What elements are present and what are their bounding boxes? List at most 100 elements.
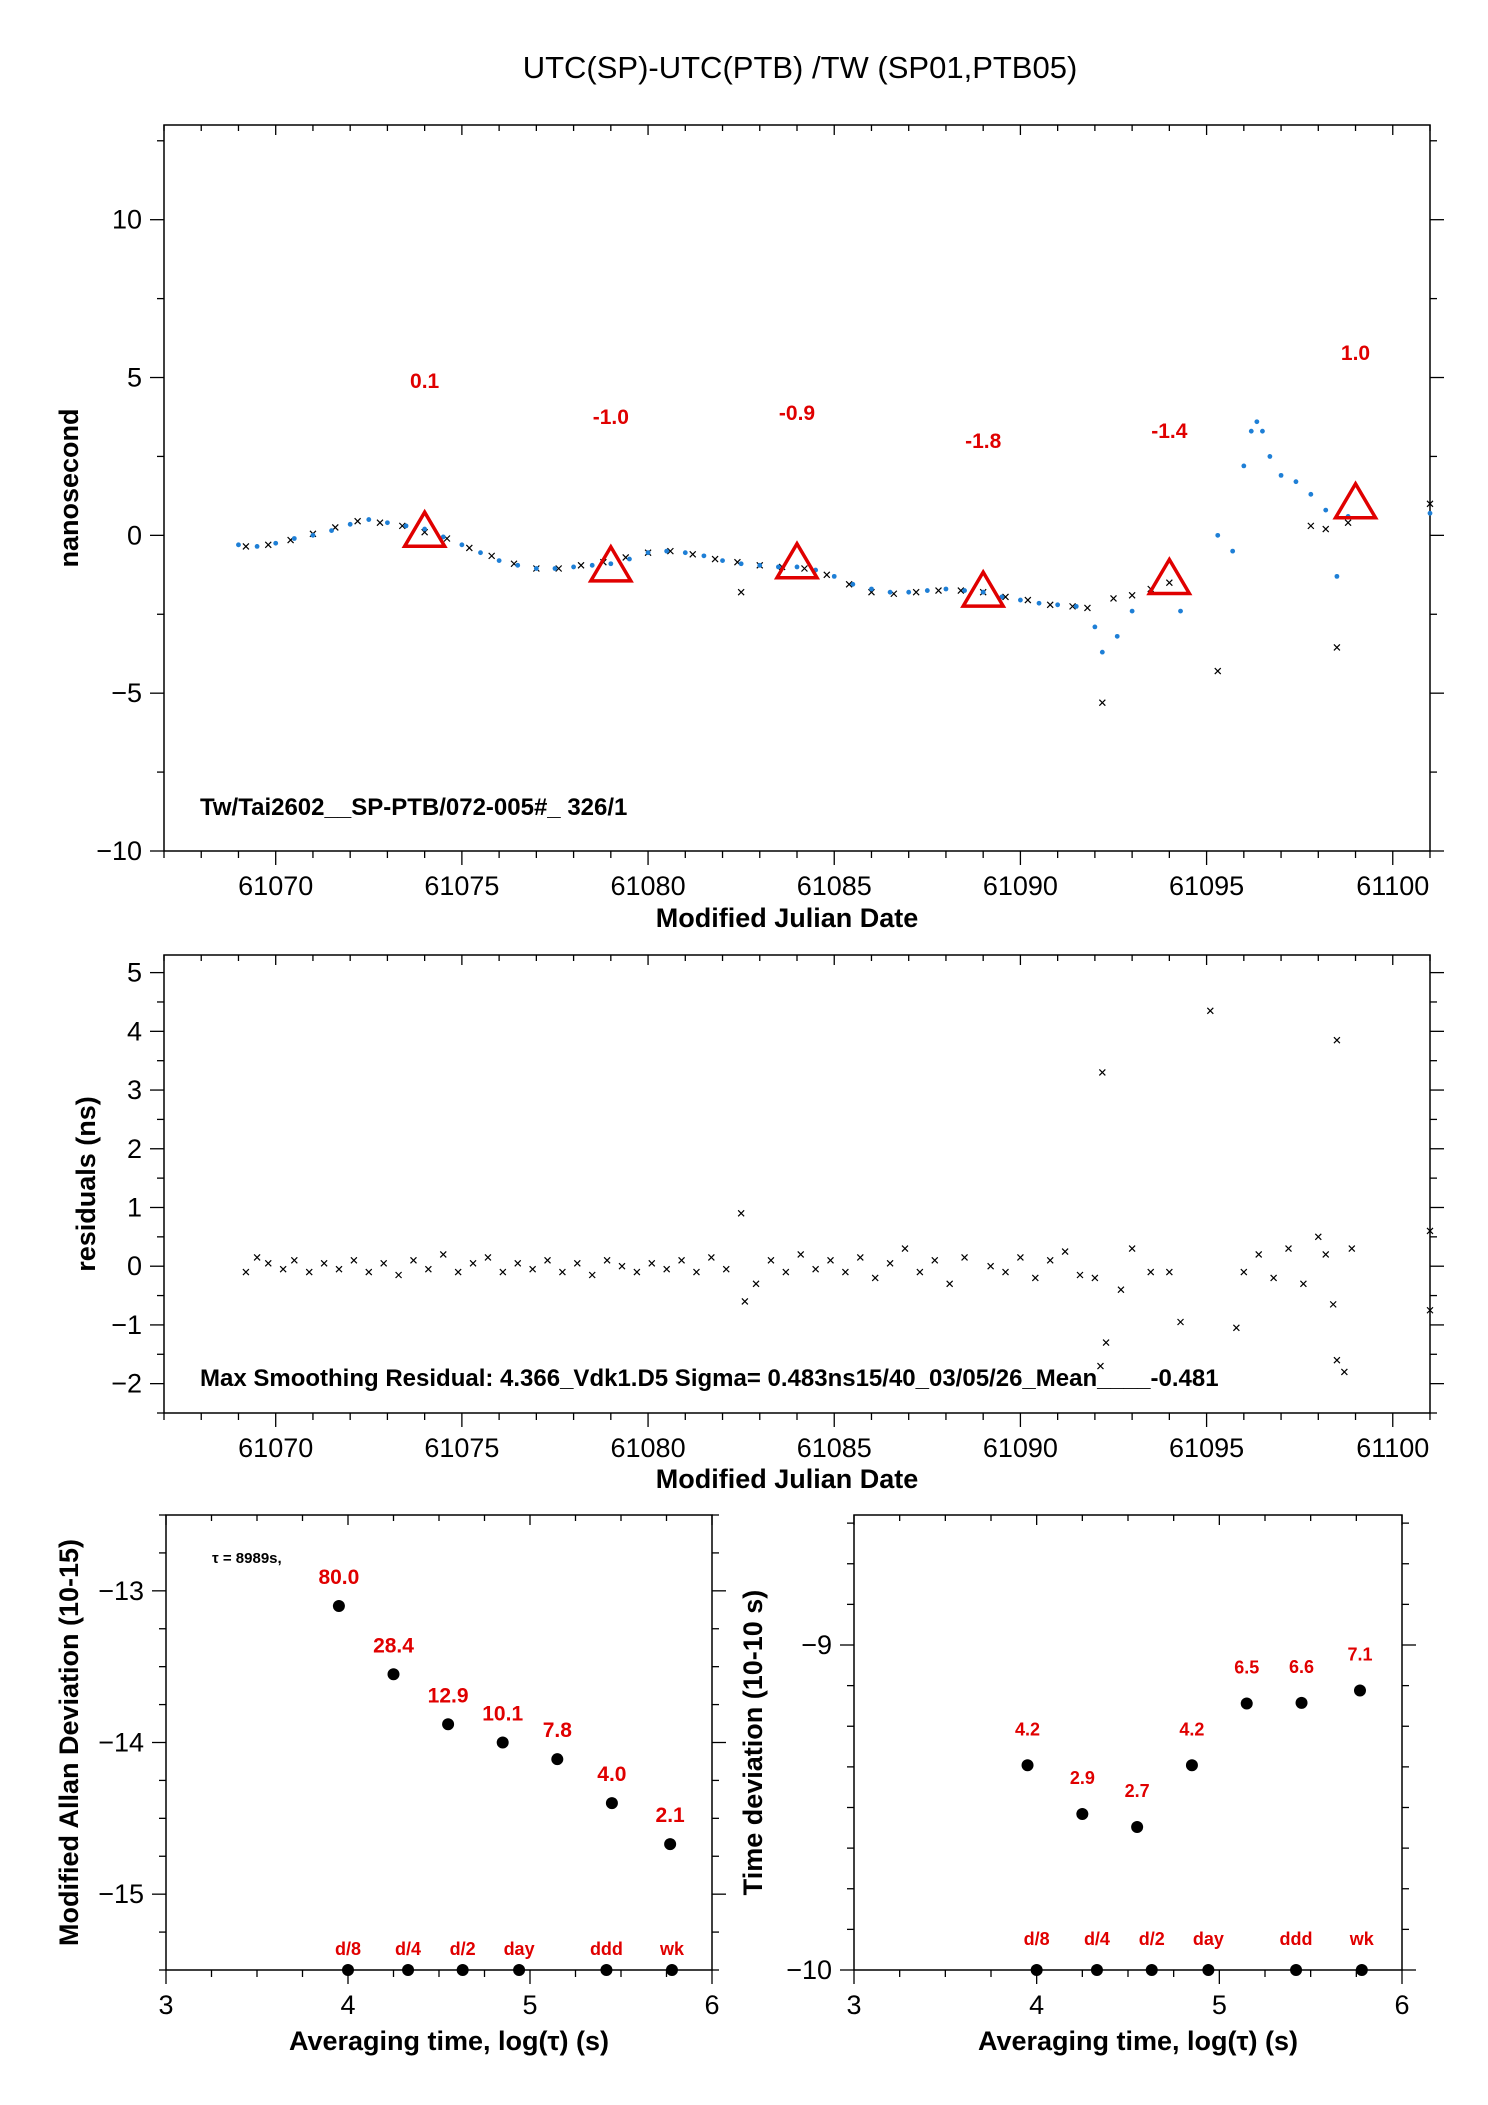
data-point [1299,1280,1307,1288]
data-point [558,1268,566,1276]
interval-marker [1290,1964,1303,1976]
data-point [398,522,406,530]
y-tick-label: 2 [127,1134,142,1164]
data-point [589,562,595,568]
data-point [496,558,502,563]
data-point [682,550,688,556]
plot-frame [163,954,1431,1414]
data-point [1278,472,1284,478]
data-point [693,1268,700,1276]
data-point [701,553,707,559]
data-point [1267,454,1273,459]
data-point [1097,1362,1104,1370]
data-point [608,561,614,567]
y-axis-label: Modified Allan Deviation (10-15) [54,1539,84,1946]
data-point [1248,428,1254,434]
x-tick-label: 61085 [797,871,872,901]
data-point [987,1262,995,1270]
data-point [901,1245,909,1253]
y-tick-label: −2 [111,1369,142,1399]
data-point [1314,1233,1322,1241]
y-tick-label: −10 [96,836,142,866]
interval-label: ddd [590,1939,623,1959]
triangle-value-label: -1.0 [593,406,629,429]
x-tick-label: 6 [704,1990,719,2020]
interval-label: d/4 [1084,1929,1110,1949]
x-tick-label: 6 [1394,1990,1409,2020]
data-point [707,1253,715,1261]
data-point [1334,573,1340,579]
x-tick-label: 61090 [983,871,1058,901]
data-point [514,1259,522,1267]
data-point [648,1259,656,1267]
triangle-value-label: -1.4 [1151,420,1188,443]
data-point [354,517,362,525]
data-point [1016,1253,1024,1261]
data-point [1426,500,1434,508]
interval-marker [1090,1964,1103,1976]
data-point [515,562,521,568]
data-point [291,536,297,541]
data-label: 2.7 [1125,1781,1150,1801]
data-point [887,589,893,595]
data-point [1069,602,1076,610]
data-point [571,564,576,570]
data-point [1308,491,1314,497]
interval-label: d/8 [335,1939,361,1959]
data-point [1055,602,1061,608]
data-point [1002,593,1009,601]
triangle-marker [1146,556,1193,596]
data-point [812,1265,820,1273]
y-tick-label: 3 [127,1075,142,1105]
interval-marker [342,1964,354,1976]
data-point [264,541,272,549]
plot-frame [853,1514,1403,1971]
x-axis-label: Averaging time, log(τ) (s) [978,2026,1298,2056]
data-point [850,581,856,587]
data-point [886,1259,894,1267]
data-point [1018,597,1023,603]
interval-label: wk [659,1939,685,1959]
data-point [329,528,334,534]
data-label: 12.9 [428,1684,469,1707]
data-point [711,555,719,563]
data-point [1214,667,1222,675]
x-tick-label: 4 [340,1990,355,2020]
data-point [666,547,674,555]
data-point [387,1668,400,1681]
data-point [551,1753,564,1766]
data-point [1061,1248,1069,1255]
residual-annotation: Max Smoothing Residual: 4.366_Vdk1.D5 Si… [200,1365,1219,1392]
data-label: 28.4 [373,1634,414,1657]
triangle-value-label: 1.0 [1341,342,1370,365]
data-point [253,1253,261,1261]
data-point [442,1718,455,1731]
data-point [1091,1274,1099,1282]
interval-marker [1030,1964,1043,1976]
interval-label: d/8 [1024,1929,1050,1949]
data-point [856,1253,864,1261]
data-point [1110,595,1117,602]
data-point [999,594,1005,600]
data-point [1426,1306,1434,1314]
residuals-plot: 61070 61075 61080 61085 61090 61095 61100 −2 −1 0… [71,954,1444,1494]
data-point [689,550,697,558]
data-point [1036,600,1042,606]
x-tick-label: 5 [522,1990,537,2020]
data-point [573,1259,581,1267]
data-point [720,558,725,563]
data-point [935,587,942,595]
data-point [577,561,585,569]
data-point [422,526,428,532]
data-point [1102,1339,1110,1346]
x-tick-label: 61090 [983,1433,1058,1463]
data-point [1084,604,1091,612]
data-point [722,1265,730,1273]
data-point [350,1256,358,1264]
y-tick-label: 0 [127,520,142,550]
data-point [663,1265,671,1273]
data-point [1131,1821,1144,1833]
data-point [279,1265,287,1273]
data-point [305,1268,313,1276]
data-point [1340,1368,1348,1376]
